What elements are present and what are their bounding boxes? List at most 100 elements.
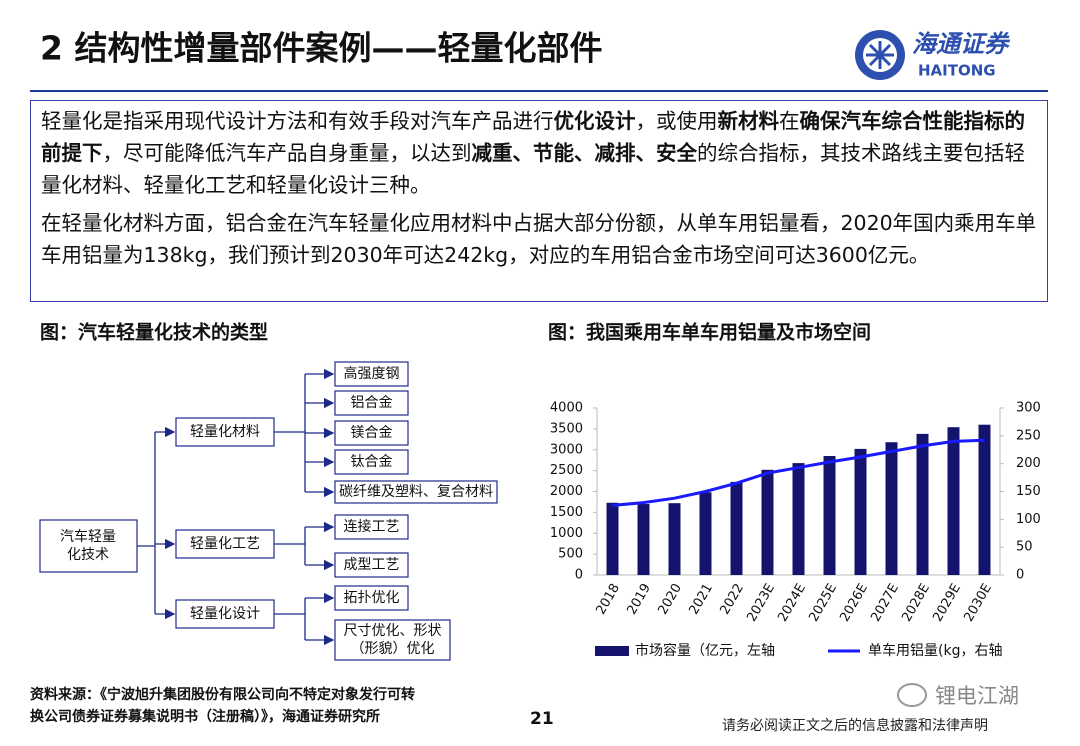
x-tick-label: 2019 (624, 581, 654, 617)
leaf-label: 碳纤维及塑料、复合材料 (339, 483, 493, 500)
bar (978, 424, 991, 575)
paragraph: 在轻量化材料方面，铝合金在汽车轻量化应用材料中占据大部分份额，从单车用铝量看，2… (41, 207, 1037, 271)
x-tick-label: 2024E (775, 581, 809, 624)
leaf-box (334, 449, 409, 475)
x-tick-label: 2020 (655, 581, 685, 617)
leaf-box (334, 361, 409, 387)
x-tick-label: 2030E (961, 581, 995, 624)
y2-tick-label: 50 (1016, 540, 1033, 555)
y2-tick-label: 250 (1016, 428, 1041, 443)
y-tick-label: 3500 (550, 421, 583, 436)
chart-title: 图：我国乘用车单车用铝量及市场空间 (548, 321, 871, 344)
branch-label: 轻量化材料 (190, 424, 260, 440)
branch-box (175, 417, 275, 447)
y-tick-label: 500 (558, 547, 583, 562)
disclaimer: 请务必阅读正文之后的信息披露和法律声明 (722, 717, 988, 734)
bold-text: 确保汽车综合性能指标的前提下 (41, 109, 1025, 165)
line (612, 438, 985, 507)
watermark: 锂电江湖 (897, 683, 1019, 708)
x-tick-label: 2027E (868, 581, 902, 624)
y2-tick-label: 100 (1016, 512, 1041, 527)
text: 的综合指标，其技术路线主要包括轻量化材料、轻量化工艺和轻量化设计三种。 (41, 141, 1025, 197)
leaf-label: 铝合金 (351, 395, 393, 411)
leaf-label: 成型工艺 (344, 557, 400, 573)
leaf-label: 镁合金 (351, 425, 393, 441)
logo-cn: 海通证券 (912, 30, 1011, 58)
y-tick-label: 3000 (550, 442, 583, 457)
source-line: 换公司债券证券募集说明书（注册稿）》，海通证券研究所 (30, 708, 380, 725)
bar (668, 503, 681, 575)
leaf-box (334, 480, 498, 504)
bar (916, 433, 929, 575)
y-tick-label: 0 (575, 568, 583, 583)
diagram-title: 图：汽车轻量化技术的类型 (40, 321, 268, 344)
x-tick-label: 2023E (744, 581, 778, 624)
leaf-box (334, 552, 409, 578)
y2-tick-label: 0 (1016, 568, 1024, 583)
watermark-text: 锂电江湖 (935, 684, 1019, 708)
branch-box (175, 529, 275, 559)
text: 在 (779, 109, 800, 133)
y2-tick-label: 150 (1016, 484, 1041, 499)
text: ，尽可能降低汽车产品自身重量，以达到 (102, 141, 472, 165)
text: 轻量化是指采用现代设计方法和有效手段对汽车产品进行 (41, 109, 554, 133)
root-label: 汽车轻量 (60, 528, 116, 545)
y-tick-label: 2500 (550, 463, 583, 478)
root-label: 化技术 (67, 547, 109, 563)
y-tick-label: 1500 (550, 505, 583, 520)
branch-label: 轻量化设计 (190, 606, 260, 622)
y-tick-label: 1000 (550, 526, 583, 541)
bar (823, 456, 836, 575)
bar (637, 504, 650, 575)
logo: 海通证券 HAITONG (855, 30, 1011, 80)
page-number: 21 (530, 709, 554, 729)
connector (274, 374, 306, 492)
text: 在轻量化材料方面，铝合金在汽车轻量化应用材料中占据大部分份额，从单车用铝量看，2… (41, 211, 1037, 267)
bold-text: 减重、节能、减排、安全 (471, 141, 698, 165)
leaf-label: 尺寸优化、形状 (344, 623, 442, 639)
x-tick-label: 2021 (686, 581, 716, 617)
x-tick-label: 2026E (837, 581, 871, 624)
y2-tick-label: 200 (1016, 456, 1041, 471)
x-tick-label: 2029E (930, 581, 964, 624)
slide-title: 2 结构性增量部件案例——轻量化部件 (40, 29, 602, 68)
root-box (39, 519, 138, 573)
paragraph: 轻量化是指采用现代设计方法和有效手段对汽车产品进行优化设计，或使用新材料在确保汽… (41, 105, 1037, 201)
x-tick-label: 2028E (899, 581, 933, 624)
y-tick-label: 2000 (550, 484, 583, 499)
branch-label: 轻量化工艺 (190, 536, 260, 552)
intro-box: 轻量化是指采用现代设计方法和有效手段对汽车产品进行优化设计，或使用新材料在确保汽… (30, 100, 1048, 302)
tree-diagram: 汽车轻量化技术 轻量化材料 高强度钢铝合金镁合金钛合金碳纤维及塑料、复合材料轻量化工… (39, 361, 498, 661)
leaf-label: 高强度钢 (344, 365, 400, 382)
bar (885, 442, 898, 575)
legend-label: 市场容量（亿元，左轴 (635, 642, 775, 659)
bar (854, 448, 867, 575)
legend-swatch (595, 646, 629, 656)
bar (792, 463, 805, 575)
x-tick-label: 2022 (717, 581, 747, 617)
leaf-label: 拓扑优化 (344, 590, 400, 606)
connector (274, 527, 306, 565)
y-tick-label: 4000 (550, 401, 583, 416)
connector (274, 598, 306, 640)
leaf-label: （形貌）优化 (351, 641, 435, 657)
leaf-box (334, 585, 409, 611)
x-tick-label: 2018 (593, 581, 623, 617)
leaf-box (334, 514, 409, 540)
chart: 图：我国乘用车单车用铝量及市场空间 0500100015002000250030… (548, 321, 1041, 660)
bar (730, 481, 743, 575)
leaf-label: 连接工艺 (344, 518, 400, 535)
source-line: 资料来源：《宁波旭升集团股份有限公司向不特定对象发行可转 (30, 686, 415, 703)
legend-label: 单车用铝量(kg，右轴 (868, 642, 1002, 659)
connector (137, 432, 156, 614)
y2-tick-label: 300 (1016, 401, 1041, 416)
leaf-box (334, 619, 451, 661)
logo-en: HAITONG (918, 62, 996, 80)
bar (606, 502, 619, 575)
bold-text: 新材料 (717, 109, 780, 133)
leaf-label: 钛合金 (351, 454, 393, 470)
bar (699, 492, 712, 575)
leaf-box (334, 390, 409, 416)
